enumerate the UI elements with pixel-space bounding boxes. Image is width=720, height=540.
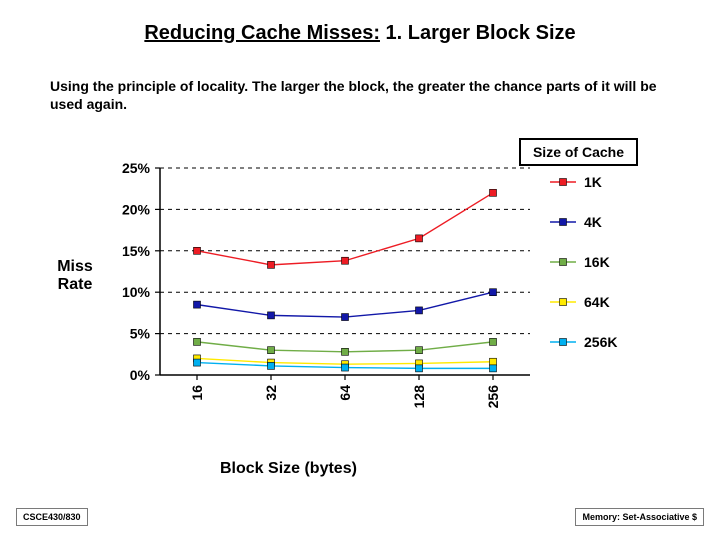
title-rest: 1. Larger Block Size [380, 22, 576, 44]
svg-text:0%: 0% [130, 367, 151, 383]
svg-text:16: 16 [189, 385, 205, 401]
svg-text:25%: 25% [122, 160, 151, 176]
svg-text:4K: 4K [584, 214, 602, 230]
svg-text:15%: 15% [122, 243, 151, 259]
x-axis-label: Block Size (bytes) [220, 460, 357, 478]
svg-text:256K: 256K [584, 334, 617, 350]
chart-container: 0% 5% 10% 15% 20% 25% 16 32 64 128 256 1K 4K 16K 64K 25… [90, 160, 650, 460]
slide-title: Reducing Cache Misses: 1. Larger Block S… [0, 22, 720, 45]
svg-text:20%: 20% [122, 201, 151, 217]
svg-text:5%: 5% [130, 326, 151, 342]
svg-text:1K: 1K [584, 174, 602, 190]
svg-text:10%: 10% [122, 284, 151, 300]
ylabel-line1: Miss [57, 258, 93, 275]
body-text: Using the principle of locality. The lar… [50, 78, 660, 113]
ylabel-line2: Rate [58, 276, 93, 293]
footer-left: CSCE430/830 [16, 508, 88, 526]
svg-text:64K: 64K [584, 294, 610, 310]
title-underlined: Reducing Cache Misses: [144, 22, 380, 44]
footer-right: Memory: Set-Associative $ [575, 508, 704, 526]
svg-text:64: 64 [337, 385, 353, 401]
svg-text:128: 128 [411, 385, 427, 409]
svg-text:256: 256 [485, 385, 501, 409]
chart-svg: 0% 5% 10% 15% 20% 25% 16 32 64 128 256 1K 4K 16K 64K 25… [90, 160, 650, 460]
svg-text:16K: 16K [584, 254, 610, 270]
svg-text:32: 32 [263, 385, 279, 401]
